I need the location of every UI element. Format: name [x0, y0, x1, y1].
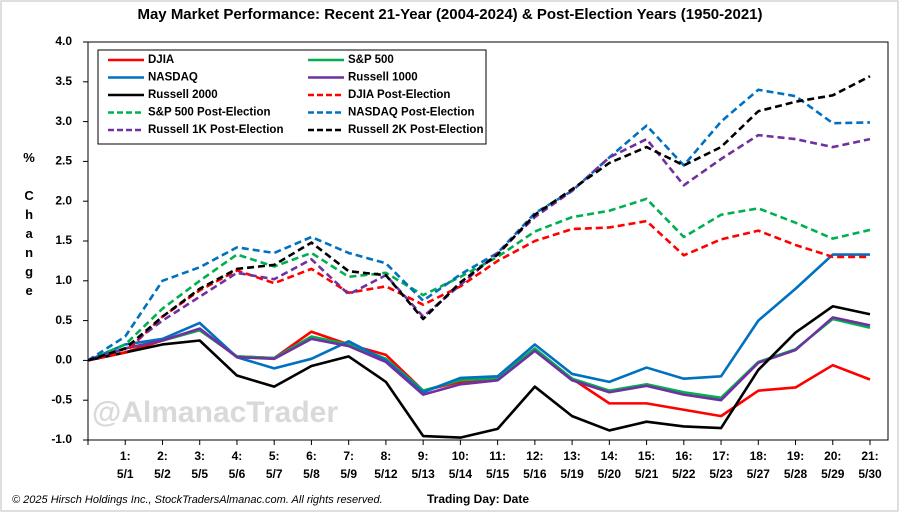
x-tick-date: 5/6 — [229, 467, 246, 481]
legend-label: Russell 1000 — [348, 72, 418, 84]
footer: © 2025 Hirsch Holdings Inc., StockTrader… — [12, 494, 383, 506]
legend-label: S&P 500 Post-Election — [148, 107, 271, 119]
series-line — [87, 219, 870, 362]
x-tick-date: 5/12 — [374, 467, 398, 481]
x-tick-date: 5/21 — [635, 467, 659, 481]
y-tick-label: 0.0 — [55, 353, 72, 367]
x-tick-date: 5/16 — [523, 467, 547, 481]
x-tick-label: 15: — [638, 449, 655, 463]
x-tick-label: 13: — [563, 449, 580, 463]
x-tick-date: 5/27 — [747, 467, 771, 481]
y-tick-label: 1.5 — [55, 233, 72, 247]
y-tick-label: -0.5 — [51, 392, 72, 406]
legend-label: S&P 500 — [348, 54, 394, 66]
legend-label: NASDAQ — [148, 72, 198, 84]
x-tick-label: 18: — [750, 449, 767, 463]
y-tick-label: 0.5 — [55, 313, 72, 327]
x-tick-label: 11: — [489, 449, 506, 463]
legend-label: Russell 1K Post-Election — [148, 124, 283, 136]
x-tick-label: 1: — [120, 449, 131, 463]
legend-label: Russell 2K Post-Election — [348, 124, 483, 136]
series-line — [87, 304, 871, 439]
legend: DJIA S&P 500 NASDAQ Russell 1000 Russell 200… — [97, 49, 487, 145]
y-tick-label: 1.0 — [55, 273, 72, 287]
y-axis-label: % Change — [22, 150, 37, 302]
y-tick-label: 2.0 — [55, 193, 72, 207]
x-tick-label: 9: — [418, 449, 429, 463]
legend-label: DJIA — [148, 54, 174, 66]
watermark: @AlmanacTrader — [92, 396, 338, 429]
x-tick-date: 5/9 — [340, 467, 357, 481]
x-tick-label: 8: — [381, 449, 392, 463]
chart-title: May Market Performance: Recent 21-Year (… — [137, 6, 762, 23]
x-tick-label: 3: — [194, 449, 205, 463]
x-tick-date: 5/29 — [821, 467, 845, 481]
x-tick-date: 5/14 — [449, 467, 473, 481]
x-tick-label: 17: — [712, 449, 729, 463]
x-tick-label: 21: — [861, 449, 878, 463]
x-tick-date: 5/22 — [672, 467, 696, 481]
legend-label: NASDAQ Post-Election — [348, 107, 475, 119]
x-tick-date: 5/20 — [598, 467, 622, 481]
series-line — [87, 75, 871, 362]
x-tick-date: 5/28 — [784, 467, 808, 481]
y-tick-label: -1.0 — [51, 432, 72, 446]
x-tick-date: 5/30 — [858, 467, 882, 481]
x-tick-date: 5/8 — [303, 467, 320, 481]
y-tick-label: 4.0 — [55, 34, 72, 48]
x-tick-date: 5/5 — [191, 467, 208, 481]
x-tick-label: 10: — [452, 449, 469, 463]
x-tick-date: 5/7 — [266, 467, 283, 481]
y-tick-label: 3.0 — [55, 114, 72, 128]
x-tick-label: 7: — [343, 449, 354, 463]
x-tick-label: 12: — [526, 449, 543, 463]
x-axis-label: Trading Day: Date — [427, 492, 529, 506]
x-tick-label: 2: — [157, 449, 168, 463]
legend-label: DJIA Post-Election — [348, 89, 450, 101]
x-tick-date: 5/2 — [154, 467, 171, 481]
x-tick-label: 4: — [232, 449, 243, 463]
series-line — [87, 88, 871, 362]
x-tick-label: 6: — [306, 449, 317, 463]
y-tick-label: 2.5 — [55, 154, 72, 168]
legend-label: Russell 2000 — [148, 89, 218, 101]
x-tick-label: 16: — [675, 449, 692, 463]
y-tick-label: 3.5 — [55, 74, 72, 88]
plot-area — [87, 75, 871, 439]
x-tick-label: 5: — [269, 449, 280, 463]
x-tick-date: 5/19 — [560, 467, 584, 481]
x-tick-label: 20: — [824, 449, 841, 463]
x-tick-date: 5/15 — [486, 467, 510, 481]
x-tick-date: 5/1 — [117, 467, 134, 481]
series-line — [87, 197, 871, 362]
x-tick-label: 19: — [787, 449, 804, 463]
x-tick-label: 14: — [601, 449, 618, 463]
x-tick-date: 5/23 — [709, 467, 733, 481]
series-line — [87, 253, 870, 394]
legend-box — [97, 49, 487, 145]
x-tick-date: 5/13 — [411, 467, 435, 481]
series-line — [87, 316, 871, 402]
